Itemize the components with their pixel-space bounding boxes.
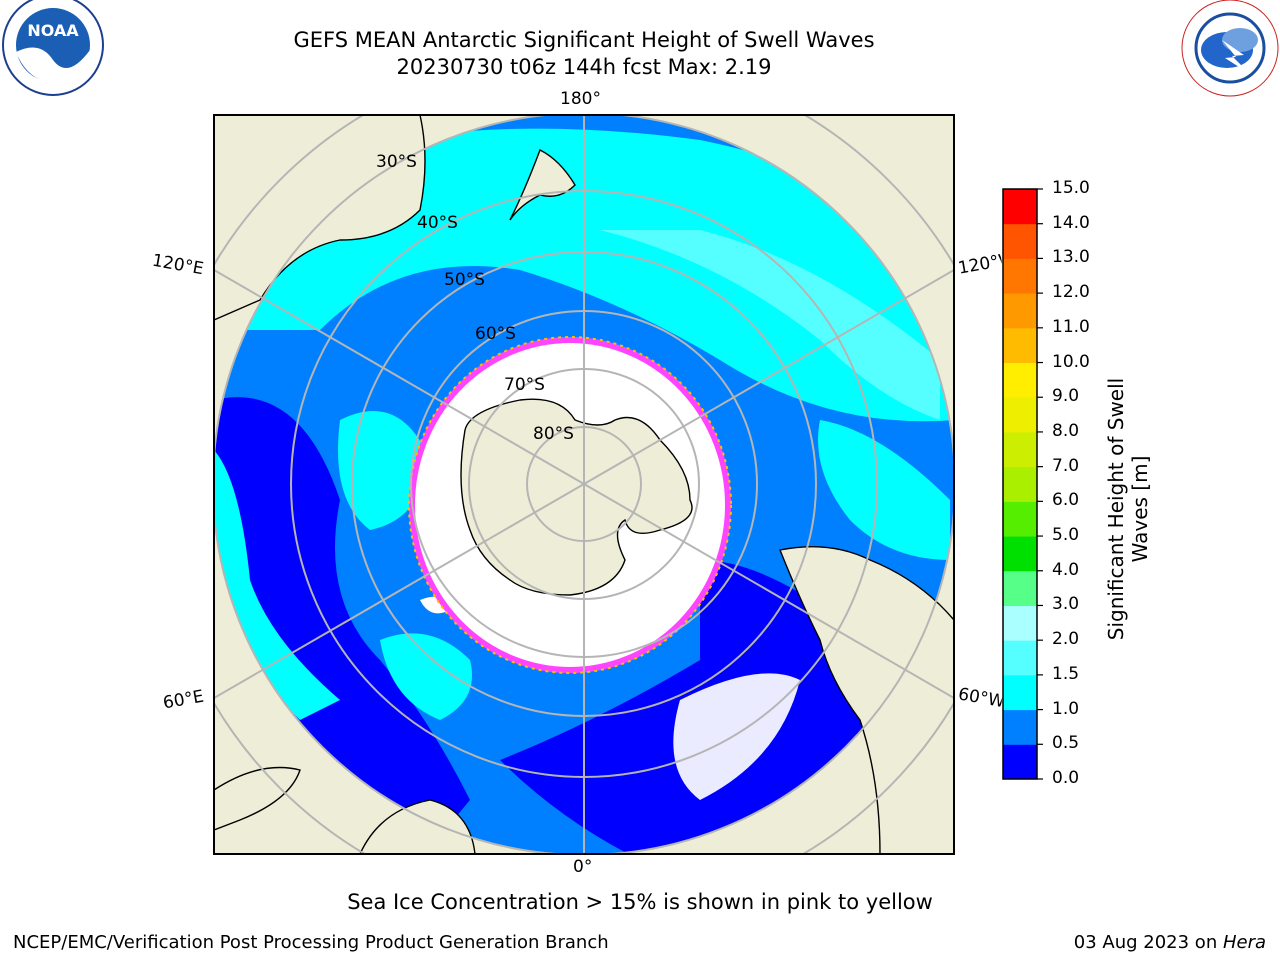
- chart-subtitle: 20230730 t06z 144h fcst Max: 2.19: [396, 55, 772, 79]
- colorbar-segment: [1003, 466, 1037, 502]
- colorbar-title-line2: Waves [m]: [1128, 455, 1152, 563]
- colorbar-segment: [1003, 189, 1037, 225]
- colorbar-segment: [1003, 258, 1037, 294]
- colorbar-tick-label: 13.0: [1052, 247, 1090, 268]
- africa-land-west: [214, 766, 301, 831]
- colorbar-tick-label: 1.0: [1052, 698, 1080, 719]
- colorbar-frame: [1002, 188, 1038, 780]
- colorbar-tick-label: 5.0: [1052, 525, 1080, 546]
- lat-label-80s: 80°S: [533, 424, 574, 444]
- colorbar-segment: [1003, 709, 1037, 745]
- colorbar-tick-label: 0.0: [1052, 768, 1080, 788]
- lat-label-40s: 40°S: [417, 213, 458, 233]
- colorbar-tick-label: 2.0: [1052, 629, 1080, 650]
- colorbar-segment: [1003, 570, 1037, 606]
- colorbar-segment: [1003, 397, 1037, 433]
- colorbar-tick-label: 1.5: [1052, 663, 1080, 684]
- colorbar-segment: [1003, 640, 1037, 676]
- map-frame: [213, 114, 955, 855]
- footer-credit: NCEP/EMC/Verification Post Processing Pr…: [13, 932, 609, 953]
- footer-date: 03 Aug 2023 on Hera: [1074, 932, 1266, 953]
- colorbar-title: Significant Height of Swell Waves [m]: [1104, 329, 1152, 689]
- colorbar-segment: [1003, 327, 1037, 364]
- nws-logo: [1181, 0, 1279, 97]
- lat-label-70s: 70°S: [504, 375, 545, 395]
- colorbar-tick-label: 0.5: [1052, 733, 1080, 754]
- colorbar-tick-label: 14.0: [1052, 212, 1090, 233]
- colorbar-tick-label: 11.0: [1052, 316, 1090, 337]
- colorbar-tick-label: 7.0: [1052, 455, 1080, 476]
- colorbar-tick-label: 15.0: [1052, 178, 1090, 198]
- colorbar-segment: [1003, 293, 1037, 329]
- colorbar-segment: [1003, 674, 1037, 711]
- colorbar-tick-label: 8.0: [1052, 420, 1080, 441]
- africa-land-south: [359, 799, 476, 854]
- colorbar-tick-label: 10.0: [1052, 351, 1090, 372]
- colorbar-segment: [1003, 536, 1037, 572]
- graticule: [214, 115, 954, 854]
- colorbar-segment: [1003, 501, 1037, 537]
- lat-label-60s: 60°S: [475, 324, 516, 344]
- colorbar-segment: [1003, 362, 1037, 398]
- colorbar-segment: [1003, 223, 1037, 259]
- colorbar-segment: [1003, 744, 1037, 780]
- lat-label-30s: 30°S: [376, 152, 417, 172]
- lon-label-0: 0°: [573, 857, 593, 877]
- colorbar-tick-label: 9.0: [1052, 386, 1080, 407]
- colorbar-tick-label: 12.0: [1052, 282, 1090, 303]
- lon-label-180: 180°: [560, 89, 601, 109]
- colorbar-segment: [1003, 605, 1037, 641]
- colorbar-title-line1: Significant Height of Swell: [1104, 377, 1128, 641]
- colorbar: [1002, 188, 1043, 780]
- sea-ice-caption: Sea Ice Concentration > 15% is shown in …: [347, 890, 933, 914]
- footer-date-text: 03 Aug 2023 on: [1073, 932, 1223, 953]
- australia-land: [214, 115, 426, 321]
- noaa-logo: NOAA: [2, 0, 104, 96]
- footer-machine: Hera: [1222, 932, 1266, 953]
- map-area: [214, 115, 954, 854]
- lat-label-50s: 50°S: [444, 270, 485, 290]
- svg-text:NOAA: NOAA: [27, 21, 79, 40]
- colorbar-tick-label: 4.0: [1052, 559, 1080, 580]
- antarctica-land: [460, 398, 693, 596]
- chart-title: GEFS MEAN Antarctic Significant Height o…: [293, 28, 875, 52]
- colorbar-segment: [1003, 431, 1037, 468]
- colorbar-tick-label: 6.0: [1052, 490, 1080, 511]
- colorbar-tick-label: 3.0: [1052, 594, 1080, 615]
